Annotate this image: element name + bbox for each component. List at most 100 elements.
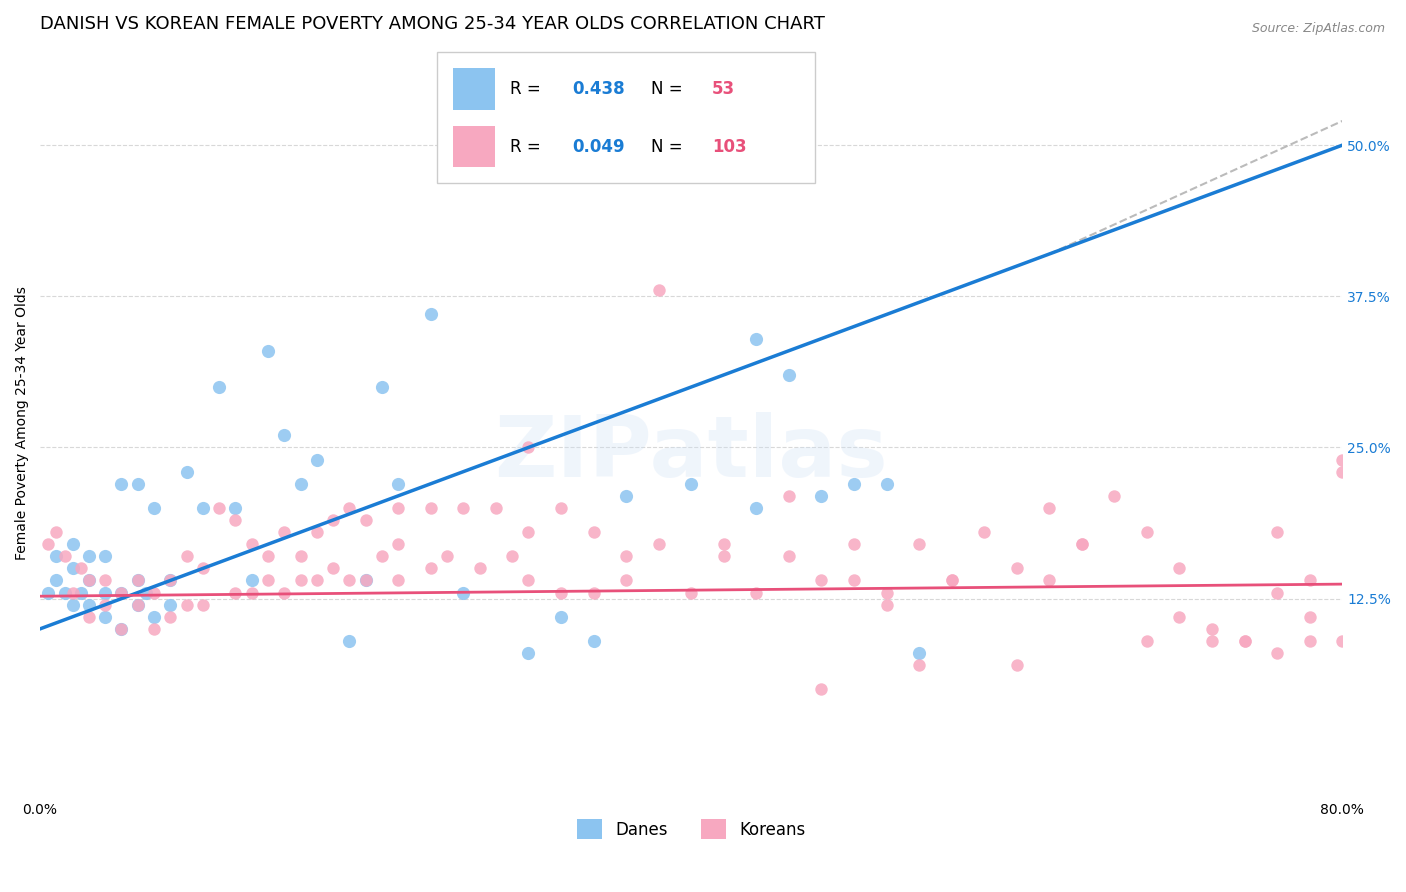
Point [1233,634,1256,648]
Point [647,283,669,297]
Point [62,561,84,575]
Text: DANISH VS KOREAN FEMALE POVERTY AMONG 25-34 YEAR OLDS CORRELATION CHART: DANISH VS KOREAN FEMALE POVERTY AMONG 25… [41,15,825,33]
Point [1005,658,1028,673]
Point [713,537,735,551]
Point [550,609,572,624]
Point [387,574,409,588]
Point [745,114,768,128]
Point [1104,489,1126,503]
Point [77,598,100,612]
Point [37,585,59,599]
Point [305,525,328,540]
Point [191,598,214,612]
Point [908,537,931,551]
Point [1070,537,1092,551]
Point [681,585,703,599]
Point [1136,634,1159,648]
Point [1136,525,1159,540]
Point [305,574,328,588]
Point [176,598,198,612]
Point [1201,622,1223,636]
Text: 53: 53 [711,80,735,98]
Point [371,380,394,394]
Point [94,574,117,588]
Point [224,513,246,527]
Point [778,368,800,382]
Point [305,452,328,467]
Point [419,308,441,322]
Point [582,634,605,648]
Point [1168,609,1191,624]
Text: R =: R = [510,137,546,156]
Point [127,598,149,612]
Point [387,476,409,491]
Text: 103: 103 [711,137,747,156]
Point [77,609,100,624]
Point [337,500,360,515]
Point [517,646,540,660]
Point [62,585,84,599]
Point [290,574,312,588]
Point [810,574,832,588]
Point [468,561,491,575]
Point [53,549,76,564]
FancyBboxPatch shape [453,126,495,168]
Point [224,500,246,515]
Point [273,428,295,442]
Point [1201,634,1223,648]
Point [143,500,166,515]
Point [143,622,166,636]
Text: 0.438: 0.438 [572,80,626,98]
Point [1265,646,1288,660]
Point [745,585,768,599]
Point [745,332,768,346]
Point [45,549,67,564]
Point [419,561,441,575]
Text: N =: N = [651,137,688,156]
Point [69,585,91,599]
Point [908,646,931,660]
Point [322,513,344,527]
Point [290,476,312,491]
Point [337,574,360,588]
Text: Source: ZipAtlas.com: Source: ZipAtlas.com [1251,22,1385,36]
Point [842,574,865,588]
Text: R =: R = [510,80,546,98]
Point [1265,525,1288,540]
Point [94,549,117,564]
Point [290,549,312,564]
Point [45,525,67,540]
Point [941,574,963,588]
FancyBboxPatch shape [437,53,815,184]
Point [110,476,132,491]
Point [550,500,572,515]
Point [517,441,540,455]
Point [614,574,637,588]
Point [240,585,263,599]
Point [1299,634,1322,648]
Point [322,561,344,575]
Point [1299,574,1322,588]
Point [485,500,508,515]
Point [582,585,605,599]
Point [45,574,67,588]
Point [387,500,409,515]
Point [1038,574,1060,588]
Point [69,561,91,575]
Point [110,585,132,599]
Point [127,476,149,491]
Point [208,380,231,394]
Point [582,525,605,540]
Point [94,598,117,612]
Point [127,574,149,588]
Point [1331,452,1354,467]
Point [337,634,360,648]
Y-axis label: Female Poverty Among 25-34 Year Olds: Female Poverty Among 25-34 Year Olds [15,286,30,560]
Point [208,500,231,515]
Point [127,574,149,588]
Point [1070,537,1092,551]
Point [1038,500,1060,515]
Point [681,476,703,491]
Point [354,574,377,588]
Point [908,658,931,673]
